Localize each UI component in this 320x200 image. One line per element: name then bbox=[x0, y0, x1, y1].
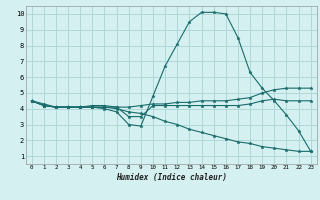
X-axis label: Humidex (Indice chaleur): Humidex (Indice chaleur) bbox=[116, 173, 227, 182]
